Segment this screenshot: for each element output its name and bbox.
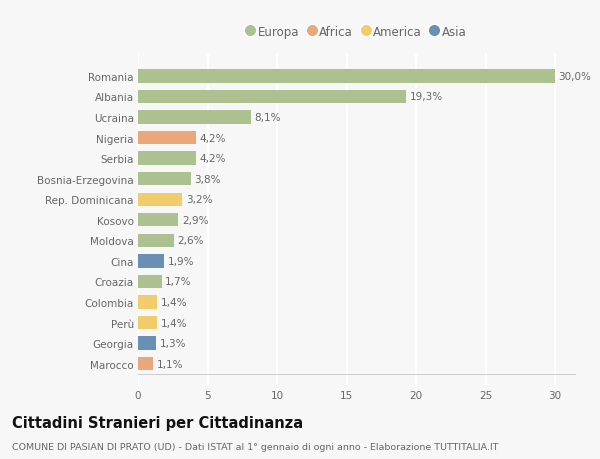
Text: 1,9%: 1,9% [168, 256, 194, 266]
Text: 2,9%: 2,9% [182, 215, 208, 225]
Bar [138, 70, 555, 84]
Bar [138, 132, 196, 145]
Bar [138, 152, 196, 165]
Bar [138, 357, 153, 370]
Bar [138, 255, 164, 268]
Bar [138, 193, 182, 207]
Legend: Europa, Africa, America, Asia: Europa, Africa, America, Asia [242, 21, 472, 44]
Bar [138, 234, 174, 247]
Bar [138, 316, 157, 330]
Bar [138, 337, 156, 350]
Bar [138, 173, 191, 186]
Text: 1,7%: 1,7% [165, 277, 191, 287]
Text: 19,3%: 19,3% [410, 92, 443, 102]
Bar [138, 90, 406, 104]
Text: 1,3%: 1,3% [160, 338, 186, 348]
Text: 2,6%: 2,6% [178, 236, 204, 246]
Text: 3,8%: 3,8% [194, 174, 221, 185]
Bar [138, 296, 157, 309]
Text: 3,2%: 3,2% [186, 195, 212, 205]
Text: 4,2%: 4,2% [200, 154, 226, 164]
Text: COMUNE DI PASIAN DI PRATO (UD) - Dati ISTAT al 1° gennaio di ogni anno - Elabora: COMUNE DI PASIAN DI PRATO (UD) - Dati IS… [12, 442, 499, 451]
Text: 1,1%: 1,1% [157, 359, 183, 369]
Text: 4,2%: 4,2% [200, 133, 226, 143]
Bar [138, 275, 161, 289]
Text: 8,1%: 8,1% [254, 113, 281, 123]
Text: 30,0%: 30,0% [559, 72, 592, 82]
Text: 1,4%: 1,4% [161, 297, 187, 308]
Bar [138, 111, 251, 124]
Bar [138, 213, 178, 227]
Text: Cittadini Stranieri per Cittadinanza: Cittadini Stranieri per Cittadinanza [12, 415, 303, 431]
Text: 1,4%: 1,4% [161, 318, 187, 328]
